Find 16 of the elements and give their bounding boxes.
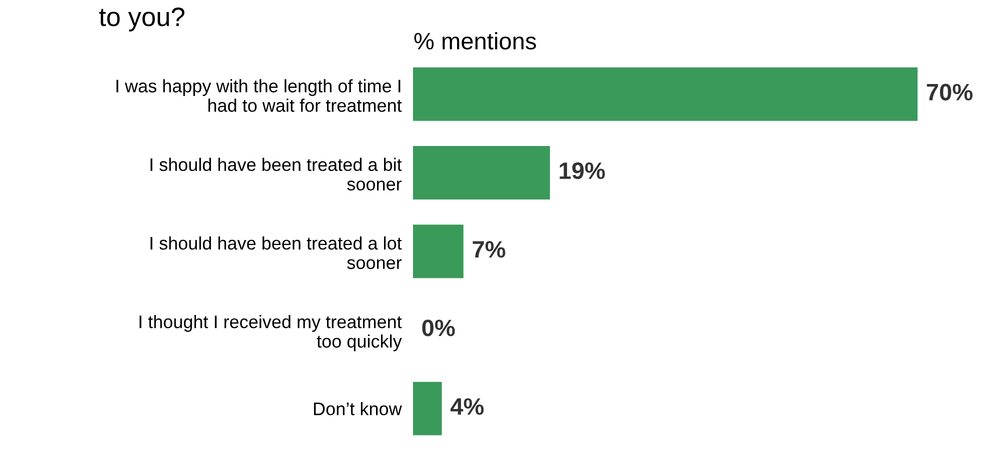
text: to you? — [99, 8, 184, 32]
x-axis-title: % mentions — [414, 32, 536, 50]
bar — [412, 224, 464, 278]
data-label: 70% — [926, 84, 973, 100]
y-tick-label: I should have been treated a lot sooner — [150, 236, 402, 270]
data-label: 19% — [560, 162, 605, 180]
bar — [412, 382, 442, 436]
bar — [412, 146, 550, 200]
data-label: 4% — [450, 398, 484, 415]
y-tick-label: I should have been treated a bit sooner — [150, 158, 402, 190]
y-tick-label: Don’t know — [314, 402, 402, 416]
data-label: 7% — [472, 241, 506, 258]
data-label: 0% — [422, 320, 455, 336]
bar — [412, 67, 918, 121]
y-tick-label: I was happy with the length of time I had to wait for treatment — [116, 79, 402, 112]
y-tick-label: I thought I received my treatment too quickly — [140, 314, 402, 352]
